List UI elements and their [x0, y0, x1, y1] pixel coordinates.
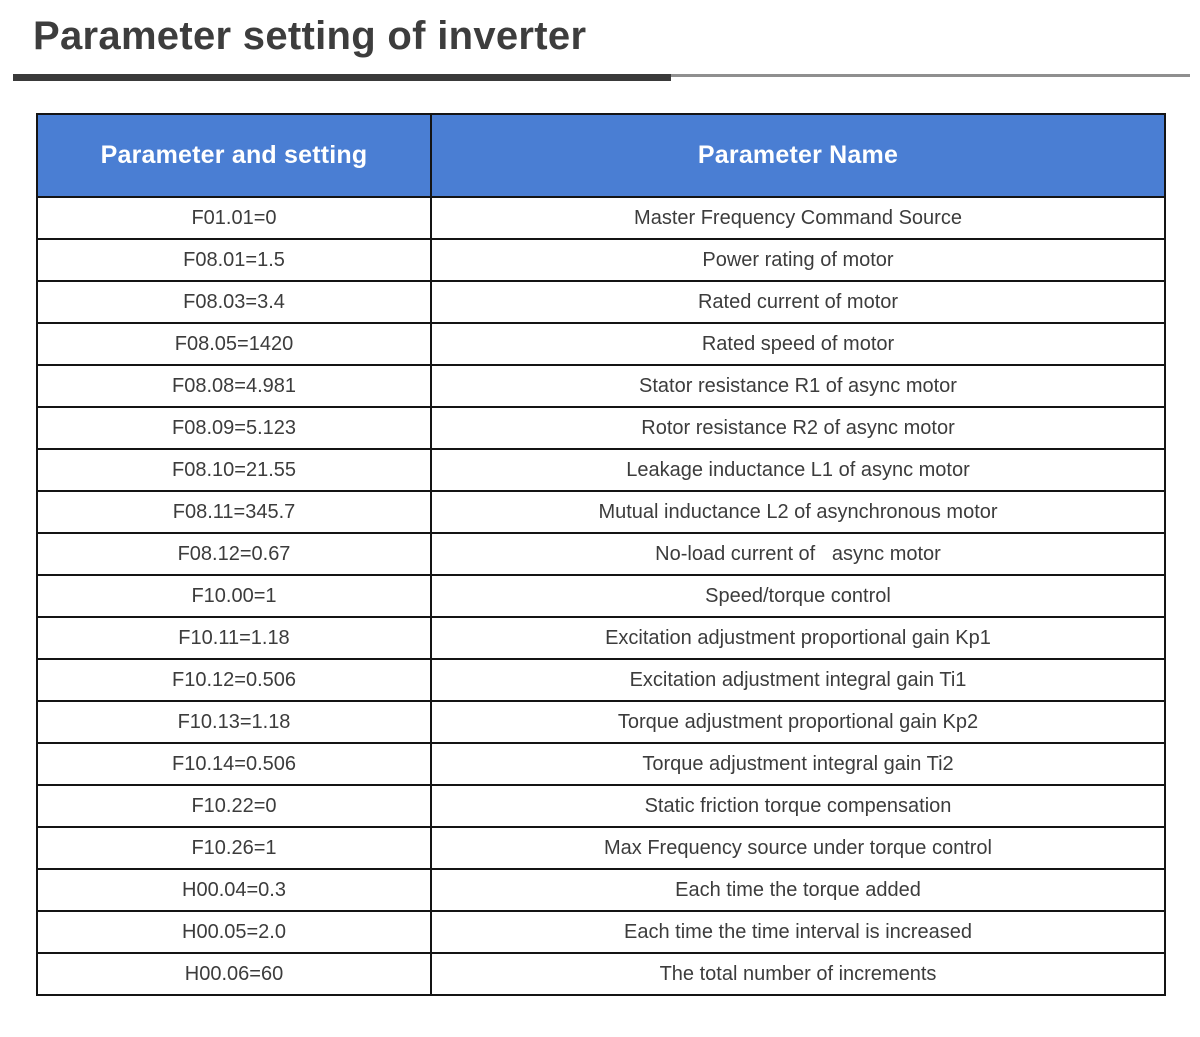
parameter-setting-cell: F08.11=345.7 [36, 490, 432, 534]
header-row: Parameter and setting Parameter Name [36, 113, 1166, 198]
parameter-name-cell: Excitation adjustment integral gain Ti1 [430, 658, 1166, 702]
parameter-name-cell: Stator resistance R1 of async motor [430, 364, 1166, 408]
parameter-name-cell: Speed/torque control [430, 574, 1166, 618]
parameter-name-cell: Power rating of motor [430, 238, 1166, 282]
parameter-table: Parameter and setting Parameter Name F01… [36, 113, 1166, 996]
title-underline-dark-segment [13, 74, 671, 81]
table-row: F08.05=1420 Rated speed of motor [36, 322, 1166, 366]
parameter-setting-cell: F10.11=1.18 [36, 616, 432, 660]
table-header: Parameter and setting Parameter Name [36, 113, 1166, 198]
parameter-setting-cell: H00.06=60 [36, 952, 432, 996]
parameter-name-cell: Master Frequency Command Source [430, 196, 1166, 240]
table-row: F10.11=1.18 Excitation adjustment proport… [36, 616, 1166, 660]
parameter-setting-cell: H00.05=2.0 [36, 910, 432, 954]
parameter-name-cell: Rated current of motor [430, 280, 1166, 324]
parameter-setting-cell: F10.12=0.506 [36, 658, 432, 702]
parameter-setting-cell: F08.01=1.5 [36, 238, 432, 282]
table-row: F10.00=1 Speed/torque control [36, 574, 1166, 618]
parameter-name-cell: Mutual inductance L2 of asynchronous mot… [430, 490, 1166, 534]
page-title: Parameter setting of inverter [33, 14, 587, 58]
table-row: F10.22=0 Static friction torque compensat… [36, 784, 1166, 828]
parameter-name-cell: Rated speed of motor [430, 322, 1166, 366]
table-row: H00.04=0.3 Each time the torque added [36, 868, 1166, 912]
table-row: F10.26=1 Max Frequency source under torqu… [36, 826, 1166, 870]
table-row: F08.12=0.67 No-load current of async moto… [36, 532, 1166, 576]
parameter-setting-cell: F01.01=0 [36, 196, 432, 240]
parameter-name-cell: Static friction torque compensation [430, 784, 1166, 828]
table-row: F01.01=0 Master Frequency Command Source [36, 196, 1166, 240]
table-row: F10.14=0.506 Torque adjustment integral g… [36, 742, 1166, 786]
table-row: H00.06=60 The total number of increments [36, 952, 1166, 996]
table-row: F08.08=4.981 Stator resistance R1 of asyn… [36, 364, 1166, 408]
parameter-name-cell: Leakage inductance L1 of async motor [430, 448, 1166, 492]
table-row: F08.03=3.4 Rated current of motor [36, 280, 1166, 324]
parameter-setting-cell: F08.08=4.981 [36, 364, 432, 408]
table-row: F10.13=1.18 Torque adjustment proportiona… [36, 700, 1166, 744]
table-row: F08.01=1.5 Power rating of motor [36, 238, 1166, 282]
parameter-name-cell: Rotor resistance R2 of async motor [430, 406, 1166, 450]
parameter-name-cell: No-load current of async motor [430, 532, 1166, 576]
header-cell-parameter-setting: Parameter and setting [36, 113, 432, 198]
parameter-setting-cell: H00.04=0.3 [36, 868, 432, 912]
table-row: F08.09=5.123 Rotor resistance R2 of async… [36, 406, 1166, 450]
parameter-setting-cell: F10.00=1 [36, 574, 432, 618]
parameter-name-cell: Torque adjustment integral gain Ti2 [430, 742, 1166, 786]
parameter-setting-cell: F08.03=3.4 [36, 280, 432, 324]
table-row: F08.10=21.55 Leakage inductance L1 of asy… [36, 448, 1166, 492]
parameter-name-cell: The total number of increments [430, 952, 1166, 996]
parameter-name-cell: Excitation adjustment proportional gain … [430, 616, 1166, 660]
table-row: F08.11=345.7 Mutual inductance L2 of asyn… [36, 490, 1166, 534]
parameter-setting-cell: F10.26=1 [36, 826, 432, 870]
header-cell-parameter-name: Parameter Name [430, 113, 1166, 198]
parameter-name-cell: Each time the torque added [430, 868, 1166, 912]
title-underline-light-segment [671, 74, 1190, 77]
parameter-name-cell: Max Frequency source under torque contro… [430, 826, 1166, 870]
parameter-setting-cell: F10.13=1.18 [36, 700, 432, 744]
title-underline [13, 74, 1190, 82]
parameter-setting-cell: F08.10=21.55 [36, 448, 432, 492]
parameter-setting-cell: F08.09=5.123 [36, 406, 432, 450]
parameter-name-cell: Each time the time interval is increased [430, 910, 1166, 954]
table-row: H00.05=2.0 Each time the time interval is… [36, 910, 1166, 954]
table-row: F10.12=0.506 Excitation adjustment integr… [36, 658, 1166, 702]
parameter-setting-cell: F10.22=0 [36, 784, 432, 828]
parameter-setting-cell: F08.12=0.67 [36, 532, 432, 576]
table-body: F01.01=0 Master Frequency Command Source F… [36, 196, 1166, 996]
parameter-setting-cell: F10.14=0.506 [36, 742, 432, 786]
parameter-name-cell: Torque adjustment proportional gain Kp2 [430, 700, 1166, 744]
parameter-setting-cell: F08.05=1420 [36, 322, 432, 366]
